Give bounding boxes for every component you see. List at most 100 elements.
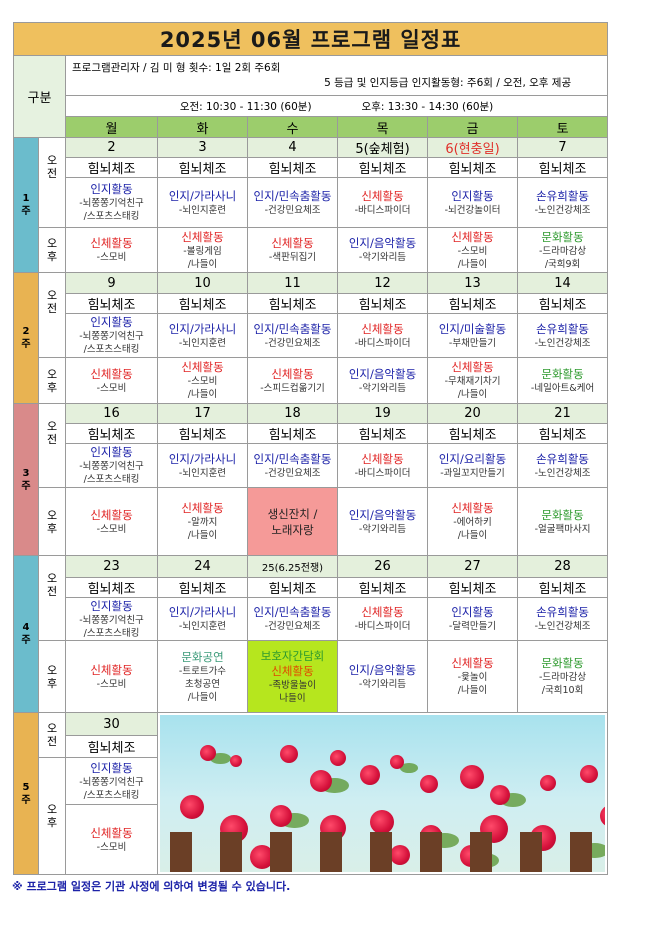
morning-activity: 인지/미술활동 -부채만들기: [427, 313, 518, 358]
date-cell: 11: [247, 272, 338, 294]
morning-activity: 인지/요리활동 -과일꼬지만들기: [427, 443, 518, 488]
activity-detail: -스모비: [96, 382, 127, 394]
afternoon-activity: 생신잔치 / 노래자랑: [247, 487, 338, 556]
activity-title: 신체활동: [90, 507, 133, 522]
activity-detail: -에어하키: [453, 517, 492, 528]
activity-title: 인지/미술활동: [438, 321, 507, 336]
morning-activity: 인지/가라사니 -뇌인지훈련: [157, 443, 248, 488]
exercise-cell: 힘뇌체조: [516, 293, 609, 314]
rose-flower: [540, 775, 556, 791]
rose-flower: [280, 745, 298, 763]
activity-title: 인지/요리활동: [438, 451, 507, 466]
afternoon-row: 오 후 신체활동 -스모비 신체활동 -볼링게임/나들이 신체활동 -색판뒤집기 인지/음악활…: [14, 227, 609, 273]
exercise-cell: 힘뇌체조: [247, 423, 338, 444]
activity-detail: -스모비: [457, 245, 488, 257]
morning-label: 오 전: [38, 712, 66, 758]
activity-title: 인지활동: [90, 760, 133, 775]
activity-detail: /나들이: [187, 530, 218, 541]
activity-title: 신체활동: [271, 663, 314, 678]
rose-flower: [230, 755, 242, 767]
activity-detail: /나들이: [187, 691, 218, 703]
activity-detail: -노인건강체조: [534, 337, 591, 349]
afternoon-label: 오 후: [38, 227, 66, 273]
fence-post: [220, 832, 242, 872]
morning-row: 인지활동 -뇌쫑쫑기억친구/스포츠스태킹 인지/가라사니 -뇌인지훈련 인지/민속춤활동…: [14, 597, 609, 641]
activity-detail: -스모비: [96, 523, 127, 535]
activity-detail: -스모비: [96, 252, 127, 263]
date-cell: 27: [427, 555, 518, 578]
activity-title: 인지/가라사니: [168, 605, 237, 619]
day-header: 월: [65, 116, 158, 138]
date-cell: 30: [65, 712, 158, 736]
exercise-cell: 힘뇌체조: [157, 577, 248, 598]
morning-activity: 손유희활동 -노인건강체조: [516, 443, 609, 488]
date-cell: 20: [427, 403, 518, 424]
activity-detail: -악기와리듬: [358, 252, 407, 263]
date-cell: 18: [247, 403, 338, 424]
rose-flower: [310, 770, 332, 792]
date-cell: 3: [157, 137, 248, 158]
date-cell: 23: [65, 555, 158, 578]
exercise-cell: 힘뇌체조: [247, 577, 338, 598]
activity-title: 손유희활동: [536, 321, 589, 336]
morning-row: 인지활동 -뇌쫑쫑기억친구/스포츠스태킹 인지/가라사니 -뇌인지훈련 인지/민속춤활동…: [14, 443, 609, 488]
day-header: 화: [157, 116, 248, 138]
activity-title: 문화공연: [181, 649, 224, 664]
morning-activity: 신체활동 -바디스파이더: [337, 597, 428, 641]
day-header: 수: [247, 116, 338, 138]
morning-activity: 신체활동 -바디스파이더: [337, 177, 428, 228]
activity-title: 손유희활동: [536, 451, 589, 466]
day-header: 목: [337, 116, 428, 138]
activity-detail: /나들이: [457, 530, 488, 541]
date-cell: 9: [65, 272, 158, 294]
fence-post: [520, 832, 542, 872]
morning-activity: 인지/가라사니 -뇌인지훈련: [157, 177, 248, 228]
morning-activity: 인지/가라사니 -뇌인지훈련: [157, 597, 248, 641]
activity-title: 인지/민속춤활동: [253, 188, 332, 203]
morning-row: 인지활동 -뇌쫑쫑기억친구/스포츠스태킹 인지/가라사니 -뇌인지훈련 인지/민속춤활동…: [14, 313, 609, 358]
activity-detail: -뇌쫑쫑기억친구: [79, 614, 144, 626]
exercise-row: 힘뇌체조 힘뇌체조 힘뇌체조 힘뇌체조 힘뇌체조 힘뇌체조: [14, 577, 609, 598]
exercise-cell: 힘뇌체조: [427, 157, 518, 178]
session-times: 오전: 10:30 - 11:30 (60분) 오후: 13:30 - 14:30…: [64, 95, 609, 117]
afternoon-activity: 신체활동 -알까지/나들이: [157, 487, 248, 556]
activity-title: 인지활동: [90, 445, 133, 459]
activity-detail: -건강민요체조: [264, 337, 321, 349]
activity-title: 신체활동: [90, 662, 133, 677]
schedule-table: 2025년 06월 프로그램 일정표 구분 프로그램관리자 / 김 미 형 횟수…: [12, 22, 609, 875]
morning-activity: 신체활동 -바디스파이더: [337, 443, 428, 488]
date-cell: 14: [516, 272, 609, 294]
exercise-cell: 힘뇌체조: [516, 577, 609, 598]
activity-title: 인지/음악활동: [348, 507, 417, 522]
leaf: [210, 753, 231, 765]
activity-detail: -바디스파이더: [354, 467, 411, 479]
activity-detail: -바디스파이더: [354, 621, 411, 632]
program-info: 프로그램관리자 / 김 미 형 횟수: 1일 2회 주6회 5 등급 및 인지등급…: [64, 55, 609, 96]
activity-cell: 인지활동 -뇌쫑쫑기억친구/스포츠스태킹: [65, 757, 158, 805]
afternoon-label: 오 후: [38, 640, 66, 713]
date-cell: 25(6.25전쟁): [247, 555, 338, 578]
afternoon-activity: 문화활동 -드라마감상/국희9회: [516, 227, 609, 273]
date-cell: 10: [157, 272, 248, 294]
exercise-cell: 힘뇌체조: [157, 293, 248, 314]
exercise-row: 힘뇌체조 힘뇌체조 힘뇌체조 힘뇌체조 힘뇌체조 힘뇌체조: [14, 293, 609, 314]
afternoon-activity: 인지/음악활동 -악기와리듬: [337, 357, 428, 404]
activity-detail: 초청공연: [185, 678, 220, 690]
activity-detail: -뇌건강놀이터: [444, 204, 501, 216]
activity-detail: -네일아트&케어: [530, 382, 595, 394]
activity-detail: -뇌인지훈련: [178, 204, 227, 216]
date-cell: 16: [65, 403, 158, 424]
activity-cell: 신체활동 -스모비: [65, 804, 158, 875]
rose-flower: [330, 750, 346, 766]
activity-title: 인지/음악활동: [348, 236, 417, 250]
activity-detail: /스포츠스태킹: [83, 211, 140, 222]
activity-detail: -얼굴팩마사지: [534, 523, 591, 535]
activity-title: 신체활동: [181, 360, 224, 374]
activity-detail: /스포츠스태킹: [83, 789, 140, 801]
activity-title: 인지/민속춤활동: [253, 321, 332, 336]
day-header: 금: [427, 116, 518, 138]
activity-title: 문화활동: [541, 229, 584, 244]
activity-detail: -과일꼬지만들기: [440, 467, 505, 479]
